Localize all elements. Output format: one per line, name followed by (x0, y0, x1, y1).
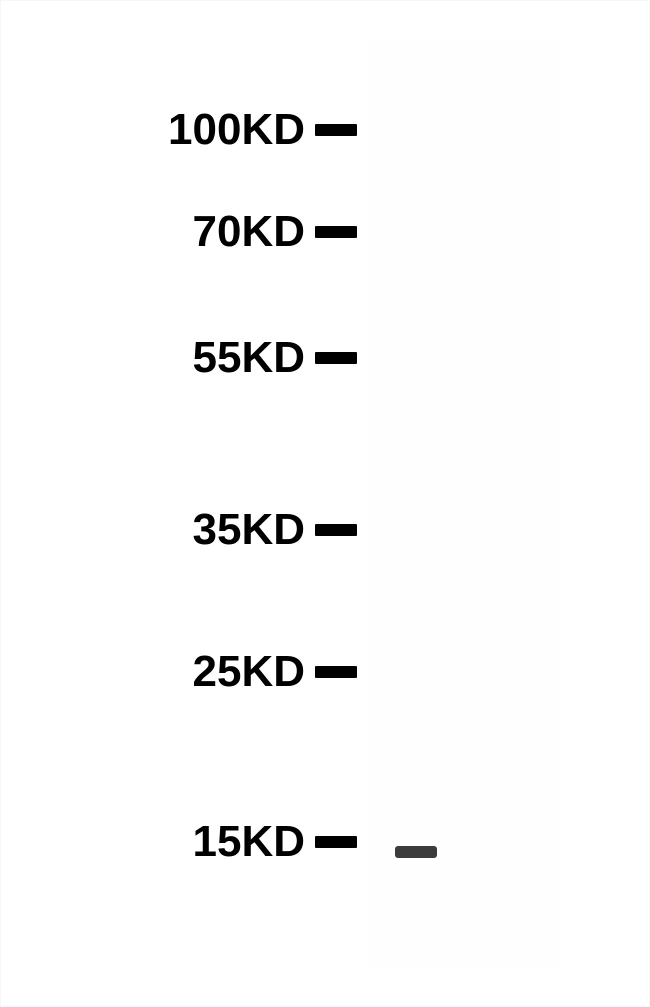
ladder-tick (315, 226, 357, 238)
ladder-marker: 55KD (0, 340, 357, 376)
western-blot-figure: 100KD 70KD 55KD 35KD 25KD 15KD (0, 0, 650, 1007)
ladder-marker-label: 35KD (0, 505, 305, 555)
ladder-marker: 100KD (0, 112, 357, 148)
ladder-marker: 35KD (0, 512, 357, 548)
ladder-tick (315, 836, 357, 848)
ladder-tick (315, 124, 357, 136)
ladder-marker-label: 100KD (0, 105, 305, 155)
ladder-marker-label: 15KD (0, 817, 305, 867)
ladder-marker: 15KD (0, 824, 357, 860)
ladder-marker-label: 25KD (0, 647, 305, 697)
lane-1 (370, 40, 560, 970)
ladder-tick (315, 666, 357, 678)
ladder-marker: 25KD (0, 654, 357, 690)
ladder-marker: 70KD (0, 214, 357, 250)
ladder-tick (315, 524, 357, 536)
ladder-marker-label: 55KD (0, 333, 305, 383)
blot-band (395, 846, 437, 858)
ladder-marker-label: 70KD (0, 207, 305, 257)
ladder-tick (315, 352, 357, 364)
